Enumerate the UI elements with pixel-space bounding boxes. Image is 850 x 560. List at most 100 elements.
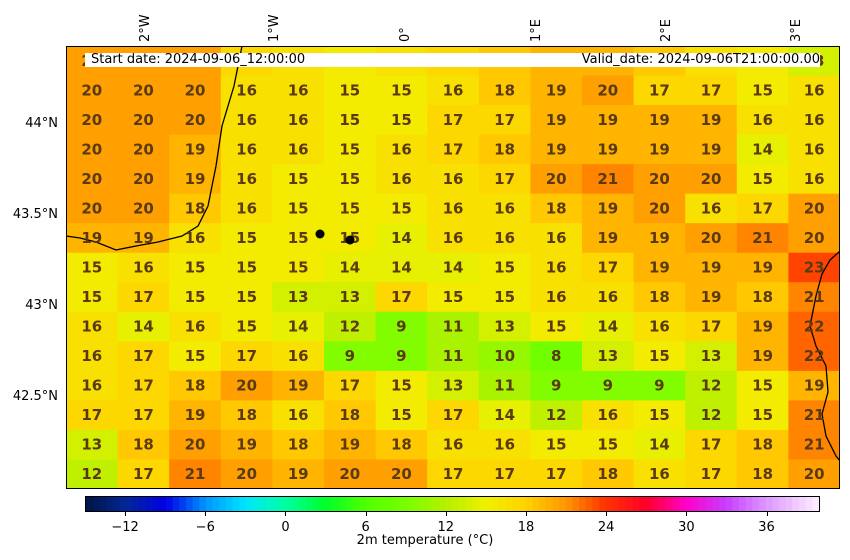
colorbar-segment bbox=[759, 497, 767, 511]
latitude-tick-label: 44°N bbox=[25, 116, 58, 131]
temperature-cell bbox=[530, 134, 583, 165]
temperature-value-label: 16 bbox=[649, 318, 670, 336]
colorbar-segment bbox=[185, 497, 194, 511]
temperature-value-label: 19 bbox=[597, 199, 618, 217]
colorbar-segment bbox=[525, 497, 534, 511]
colorbar-segment bbox=[152, 497, 160, 511]
colorbar-segment bbox=[92, 497, 100, 511]
temperature-value-label: 19 bbox=[185, 170, 206, 188]
temperature-cell bbox=[788, 223, 840, 254]
colorbar-segment bbox=[325, 497, 334, 511]
valid-date-label: Valid_date: 2024-09-06T21:00:00.00 bbox=[581, 52, 820, 67]
temperature-cell bbox=[685, 252, 738, 283]
temperature-cell bbox=[736, 282, 789, 313]
temperature-value-label: 16 bbox=[443, 436, 464, 454]
temperature-value-label: 13 bbox=[494, 318, 515, 336]
temperature-value-label: 20 bbox=[804, 229, 825, 247]
colorbar-segment bbox=[232, 497, 240, 511]
colorbar-segment bbox=[372, 497, 380, 511]
temperature-cell bbox=[117, 370, 170, 401]
temperature-cell bbox=[375, 429, 428, 460]
temperature-cell bbox=[117, 75, 170, 106]
colorbar-segment bbox=[792, 497, 800, 511]
colorbar-segment bbox=[312, 497, 320, 511]
temperature-cell bbox=[375, 311, 428, 342]
temperature-value-label: 17 bbox=[752, 199, 773, 217]
colorbar-tick-label: 0 bbox=[281, 520, 290, 535]
temperature-value-label: 18 bbox=[494, 81, 515, 99]
temperature-cell bbox=[324, 341, 377, 372]
temperature-cell bbox=[633, 193, 686, 224]
colorbar-label: 2m temperature (°C) bbox=[356, 533, 494, 548]
temperature-cell bbox=[427, 223, 480, 254]
temperature-value-label: 22 bbox=[804, 347, 825, 365]
temperature-value-label: 22 bbox=[804, 318, 825, 336]
temperature-cell bbox=[117, 311, 170, 342]
temperature-value-label: 16 bbox=[288, 81, 309, 99]
temperature-value-label: 14 bbox=[391, 259, 412, 277]
colorbar-segment bbox=[352, 497, 360, 511]
temperature-value-label: 15 bbox=[236, 288, 257, 306]
temperature-value-label: 13 bbox=[339, 288, 360, 306]
temperature-cell bbox=[272, 134, 325, 165]
temperature-value-label: 17 bbox=[443, 465, 464, 483]
colorbar-segment bbox=[625, 497, 634, 511]
temperature-value-label: 20 bbox=[649, 199, 670, 217]
temperature-value-label: 15 bbox=[288, 199, 309, 217]
coastline-west bbox=[66, 46, 243, 251]
temperature-cell bbox=[478, 429, 531, 460]
temperature-value-label: 20 bbox=[133, 199, 154, 217]
temperature-value-label: 16 bbox=[81, 318, 102, 336]
temperature-cell bbox=[66, 105, 119, 136]
temperature-value-label: 16 bbox=[597, 406, 618, 424]
temperature-cell bbox=[633, 341, 686, 372]
temperature-value-label: 19 bbox=[752, 347, 773, 365]
temperature-cell bbox=[788, 134, 840, 165]
colorbar-segment bbox=[345, 497, 354, 511]
colorbar-segment bbox=[812, 497, 819, 511]
colorbar-segment bbox=[399, 497, 407, 511]
temperature-value-label: 15 bbox=[649, 406, 670, 424]
colorbar-segment bbox=[725, 497, 733, 511]
temperature-value-label: 16 bbox=[443, 170, 464, 188]
temperature-cell bbox=[324, 400, 377, 431]
temperature-cell bbox=[117, 134, 170, 165]
temperature-value-label: 20 bbox=[81, 111, 102, 129]
temperature-cell bbox=[324, 429, 377, 460]
colorbar-segment bbox=[712, 497, 720, 511]
colorbar-segment bbox=[412, 497, 420, 511]
temperature-cell bbox=[530, 282, 583, 313]
colorbar-segment bbox=[252, 497, 260, 511]
temperature-cell bbox=[272, 400, 325, 431]
colorbar-tick-mark bbox=[365, 512, 367, 516]
temperature-value-label: 15 bbox=[391, 199, 412, 217]
temperature-cell bbox=[633, 311, 686, 342]
temperature-value-label: 11 bbox=[443, 318, 464, 336]
temperature-value-label: 16 bbox=[236, 140, 257, 158]
colorbar-segment bbox=[639, 497, 647, 511]
temperature-value-label: 20 bbox=[701, 229, 722, 247]
temperature-cell bbox=[427, 459, 480, 489]
temperature-cell bbox=[375, 252, 428, 283]
temperature-cell bbox=[427, 282, 480, 313]
temperature-cell bbox=[530, 341, 583, 372]
temperature-cell bbox=[427, 193, 480, 224]
temperature-cell bbox=[478, 311, 531, 342]
temperature-value-label: 17 bbox=[236, 347, 257, 365]
temperature-cell bbox=[220, 164, 273, 195]
temperature-value-label: 18 bbox=[185, 377, 206, 395]
temperature-cell bbox=[582, 341, 635, 372]
colorbar-segment bbox=[719, 497, 727, 511]
temperature-value-label: 15 bbox=[185, 288, 206, 306]
temperature-cell bbox=[66, 252, 119, 283]
temperature-value-label: 19 bbox=[597, 229, 618, 247]
colorbar-segment bbox=[439, 497, 447, 511]
temperature-value-label: 14 bbox=[597, 318, 618, 336]
temperature-value-label: 17 bbox=[81, 406, 102, 424]
temperature-value-label: 19 bbox=[236, 436, 257, 454]
temperature-cell bbox=[478, 134, 531, 165]
temperature-cell bbox=[582, 459, 635, 489]
temperature-value-label: 14 bbox=[391, 229, 412, 247]
temperature-cell bbox=[272, 429, 325, 460]
colorbar-segment bbox=[472, 497, 480, 511]
